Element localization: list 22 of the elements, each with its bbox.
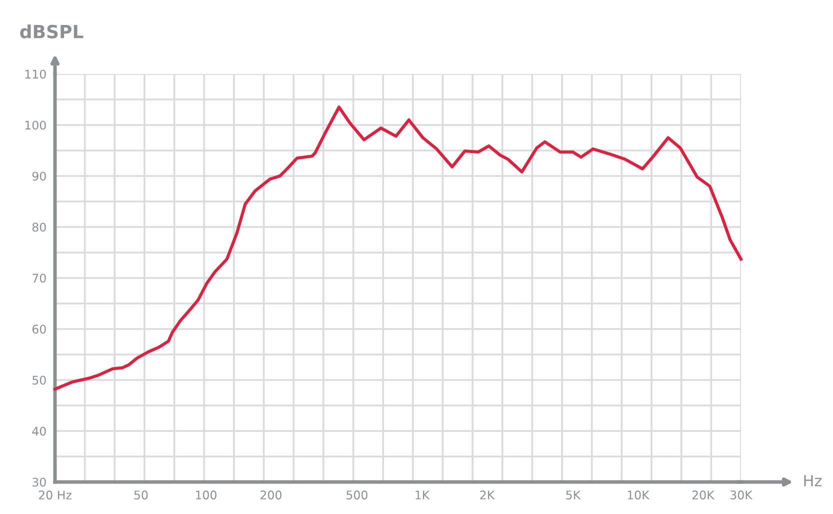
y-tick-label: 30 — [32, 478, 46, 487]
y-axis-title: dBSPL — [20, 24, 84, 38]
x-tick-label: 30K — [730, 490, 753, 500]
x-tick-label: 10K — [628, 490, 650, 500]
y-tick-label: 70 — [32, 274, 46, 283]
x-tick-label: 20 Hz — [38, 490, 72, 500]
y-tick-label: 50 — [32, 376, 46, 385]
x-tick-label: 5K — [566, 490, 581, 500]
y-tick-label: 40 — [32, 426, 46, 436]
x-tick-label: 20K — [692, 490, 715, 500]
x-tick-label: 100 — [196, 490, 216, 500]
y-tick-label: 60 — [32, 324, 46, 334]
x-axis-title: Hz — [804, 475, 822, 486]
y-tick-label: 80 — [32, 222, 46, 232]
x-tick-label: 200 — [260, 490, 282, 500]
x-tick-label: 50 — [134, 490, 148, 500]
x-tick-label: 500 — [346, 490, 368, 500]
x-tick-label: 2K — [480, 490, 495, 500]
y-tick-label: 90 — [32, 172, 46, 181]
y-tick-label: 100 — [25, 120, 46, 130]
y-tick-label: 110 — [25, 70, 46, 79]
x-tick-label: 1K — [416, 490, 430, 500]
